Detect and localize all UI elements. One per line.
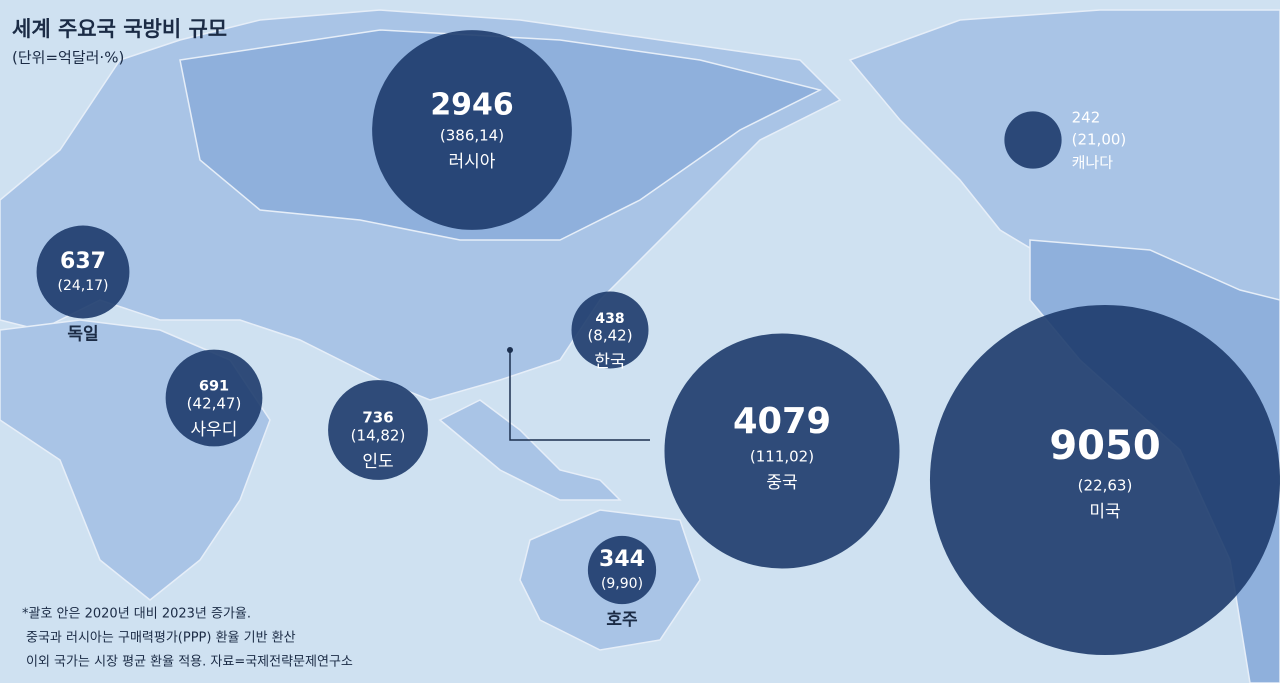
change-label: (9,90) xyxy=(601,576,643,592)
country-name: 한국 xyxy=(594,352,625,372)
title: 세계 주요국 국방비 규모 xyxy=(12,17,227,41)
bubble xyxy=(664,333,900,569)
country-name: 러시아 xyxy=(449,152,496,172)
spending-label: 2946 xyxy=(430,88,513,123)
change-label: (22,63) xyxy=(1078,477,1133,495)
country-name: 중국 xyxy=(766,473,797,493)
country-name: 미국 xyxy=(1089,502,1120,522)
change-label: (14,82) xyxy=(351,427,406,445)
country-name: 캐나다 xyxy=(1072,154,1114,172)
bubble xyxy=(165,349,263,447)
country-name: 사우디 xyxy=(191,420,238,440)
note: 중국과 러시아는 구매력평가(PPP) 환율 기반 환산 xyxy=(26,631,296,646)
country-name: 독일 xyxy=(67,324,98,344)
leader-line xyxy=(509,350,650,441)
bubble xyxy=(36,225,130,319)
bubble xyxy=(1004,111,1062,169)
bubble xyxy=(571,291,649,369)
leader-dot xyxy=(507,347,513,353)
change-label: (42,47) xyxy=(187,395,242,413)
bubble xyxy=(328,380,428,480)
spending-label: 736 xyxy=(362,409,393,427)
change-label: (386,14) xyxy=(440,127,504,145)
bubble xyxy=(372,30,572,230)
country-name: 호주 xyxy=(606,610,638,630)
southeast-asia xyxy=(438,399,622,501)
change-label: (8,42) xyxy=(587,327,632,345)
change-label: (111,02) xyxy=(750,448,814,466)
change-label: (21,00) xyxy=(1072,131,1127,149)
subtitle: (단위=억달러·%) xyxy=(12,49,124,67)
spending-label: 344 xyxy=(599,547,645,572)
spending-label: 4079 xyxy=(733,401,831,442)
spending-label: 637 xyxy=(60,249,106,274)
bubble xyxy=(587,535,657,605)
spending-label: 438 xyxy=(595,311,624,327)
country-name: 인도 xyxy=(362,452,393,472)
change-label: (24,17) xyxy=(57,278,108,294)
spending-label: 691 xyxy=(199,378,229,394)
spending-label: 9050 xyxy=(1049,423,1160,469)
note: 이외 국가는 시장 평균 환율 적용. 자료=국제전략문제연구소 xyxy=(26,655,353,670)
spending-label: 242 xyxy=(1072,109,1101,127)
bubble xyxy=(930,305,1280,655)
note: *괄호 안은 2020년 대비 2023년 증가율. xyxy=(22,607,251,622)
